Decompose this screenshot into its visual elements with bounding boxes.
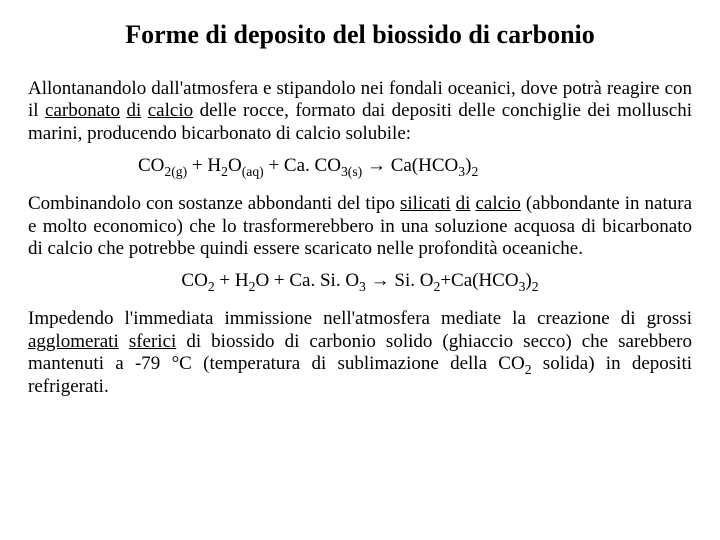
paragraph-2: Combinandolo con sostanze abbondanti del… <box>28 193 692 260</box>
text <box>119 331 129 352</box>
eq-sub: 2 <box>221 164 228 179</box>
underline-silicati: silicati <box>400 193 451 214</box>
eq-sub: 3 <box>359 279 366 294</box>
eq-sub: (aq) <box>242 164 264 179</box>
eq-text: O + Ca. Si. O <box>255 270 359 291</box>
paragraph-1: Allontanandolo dall'atmosfera e stipando… <box>28 78 692 145</box>
arrow-icon: → <box>366 270 395 291</box>
eq-text: + H <box>215 270 249 291</box>
eq-text: CO <box>181 270 207 291</box>
eq-text: + Ca. CO <box>264 155 341 176</box>
underline-carbonato: carbonato <box>45 100 120 121</box>
equation-1: CO2(g) + H2O(aq) + Ca. CO3(s) → Ca(HCO3)… <box>28 155 692 177</box>
underline-di: di <box>456 193 471 214</box>
underline-calcio: calcio <box>148 100 193 121</box>
underline-calcio: calcio <box>475 193 520 214</box>
document-page: Forme di deposito del biossido di carbon… <box>0 0 720 418</box>
eq-text: CO <box>138 155 164 176</box>
eq-sub: 2(g) <box>164 164 187 179</box>
underline-di: di <box>126 100 141 121</box>
eq-text: O <box>228 155 242 176</box>
equation-2: CO2 + H2O + Ca. Si. O3 → Si. O2+Ca(HCO3)… <box>28 270 692 292</box>
arrow-icon: → <box>362 155 391 176</box>
text: Impedendo l'immediata immissione nell'at… <box>28 308 692 329</box>
eq-sub: 2 <box>208 279 215 294</box>
underline-sferici: sferici <box>129 331 176 352</box>
eq-text: +Ca(HCO <box>440 270 518 291</box>
eq-sub: 2 <box>471 164 478 179</box>
eq-sub: 2 <box>525 362 532 377</box>
underline-agglomerati: agglomerati <box>28 331 119 352</box>
paragraph-3: Impedendo l'immediata immissione nell'at… <box>28 308 692 398</box>
eq-text: + H <box>187 155 221 176</box>
text: Combinandolo con sostanze abbondanti del… <box>28 193 400 214</box>
eq-sub: 3(s) <box>341 164 362 179</box>
eq-sub: 2 <box>532 279 539 294</box>
page-title: Forme di deposito del biossido di carbon… <box>28 20 692 50</box>
eq-text: Si. O <box>394 270 433 291</box>
eq-text: Ca(HCO <box>391 155 459 176</box>
